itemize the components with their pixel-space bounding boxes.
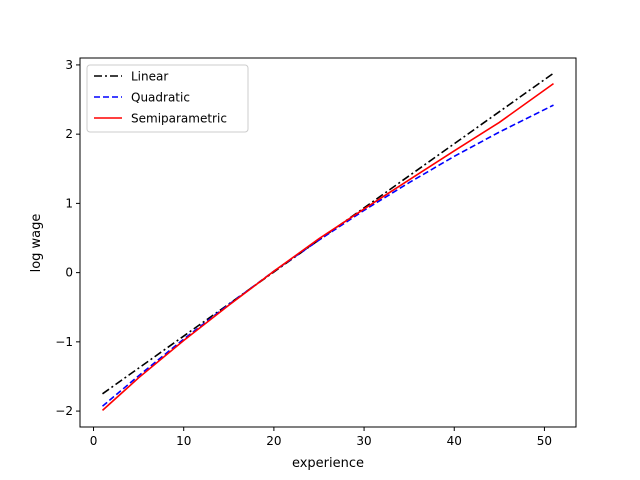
- y-tick-label: 0: [65, 266, 73, 280]
- plot-frame: [79, 57, 577, 428]
- y-tick-label: −2: [55, 404, 73, 418]
- x-tick-label: 40: [447, 434, 462, 448]
- y-tick-label: 3: [65, 58, 73, 72]
- x-tick-label: 10: [176, 434, 191, 448]
- series-line-quadratic: [101, 104, 554, 407]
- legend-label-semiparametric: Semiparametric: [131, 112, 227, 126]
- y-axis-label: log wage: [29, 214, 44, 273]
- legend-box: [86, 64, 249, 133]
- x-tick-label: 30: [356, 434, 371, 448]
- legend: Linear Quadratic Semiparametric: [86, 64, 249, 133]
- series-line-semiparametric: [101, 82, 554, 411]
- y-tick-label: −1: [55, 335, 73, 349]
- x-axis-label: experience: [292, 456, 364, 471]
- x-tick-label: 50: [537, 434, 552, 448]
- y-tick-label: 1: [65, 196, 73, 210]
- x-tick-label: 0: [90, 434, 98, 448]
- x-tick-label: 20: [266, 434, 281, 448]
- plot-lines: [101, 72, 554, 411]
- y-axis-ticks: −2 −1 0 1 2 3: [55, 58, 80, 418]
- y-tick-label: 2: [65, 127, 73, 141]
- legend-label-linear: Linear: [131, 70, 168, 84]
- x-axis-ticks: 0 10 20 30 40 50: [90, 427, 552, 448]
- legend-label-quadratic: Quadratic: [131, 91, 190, 105]
